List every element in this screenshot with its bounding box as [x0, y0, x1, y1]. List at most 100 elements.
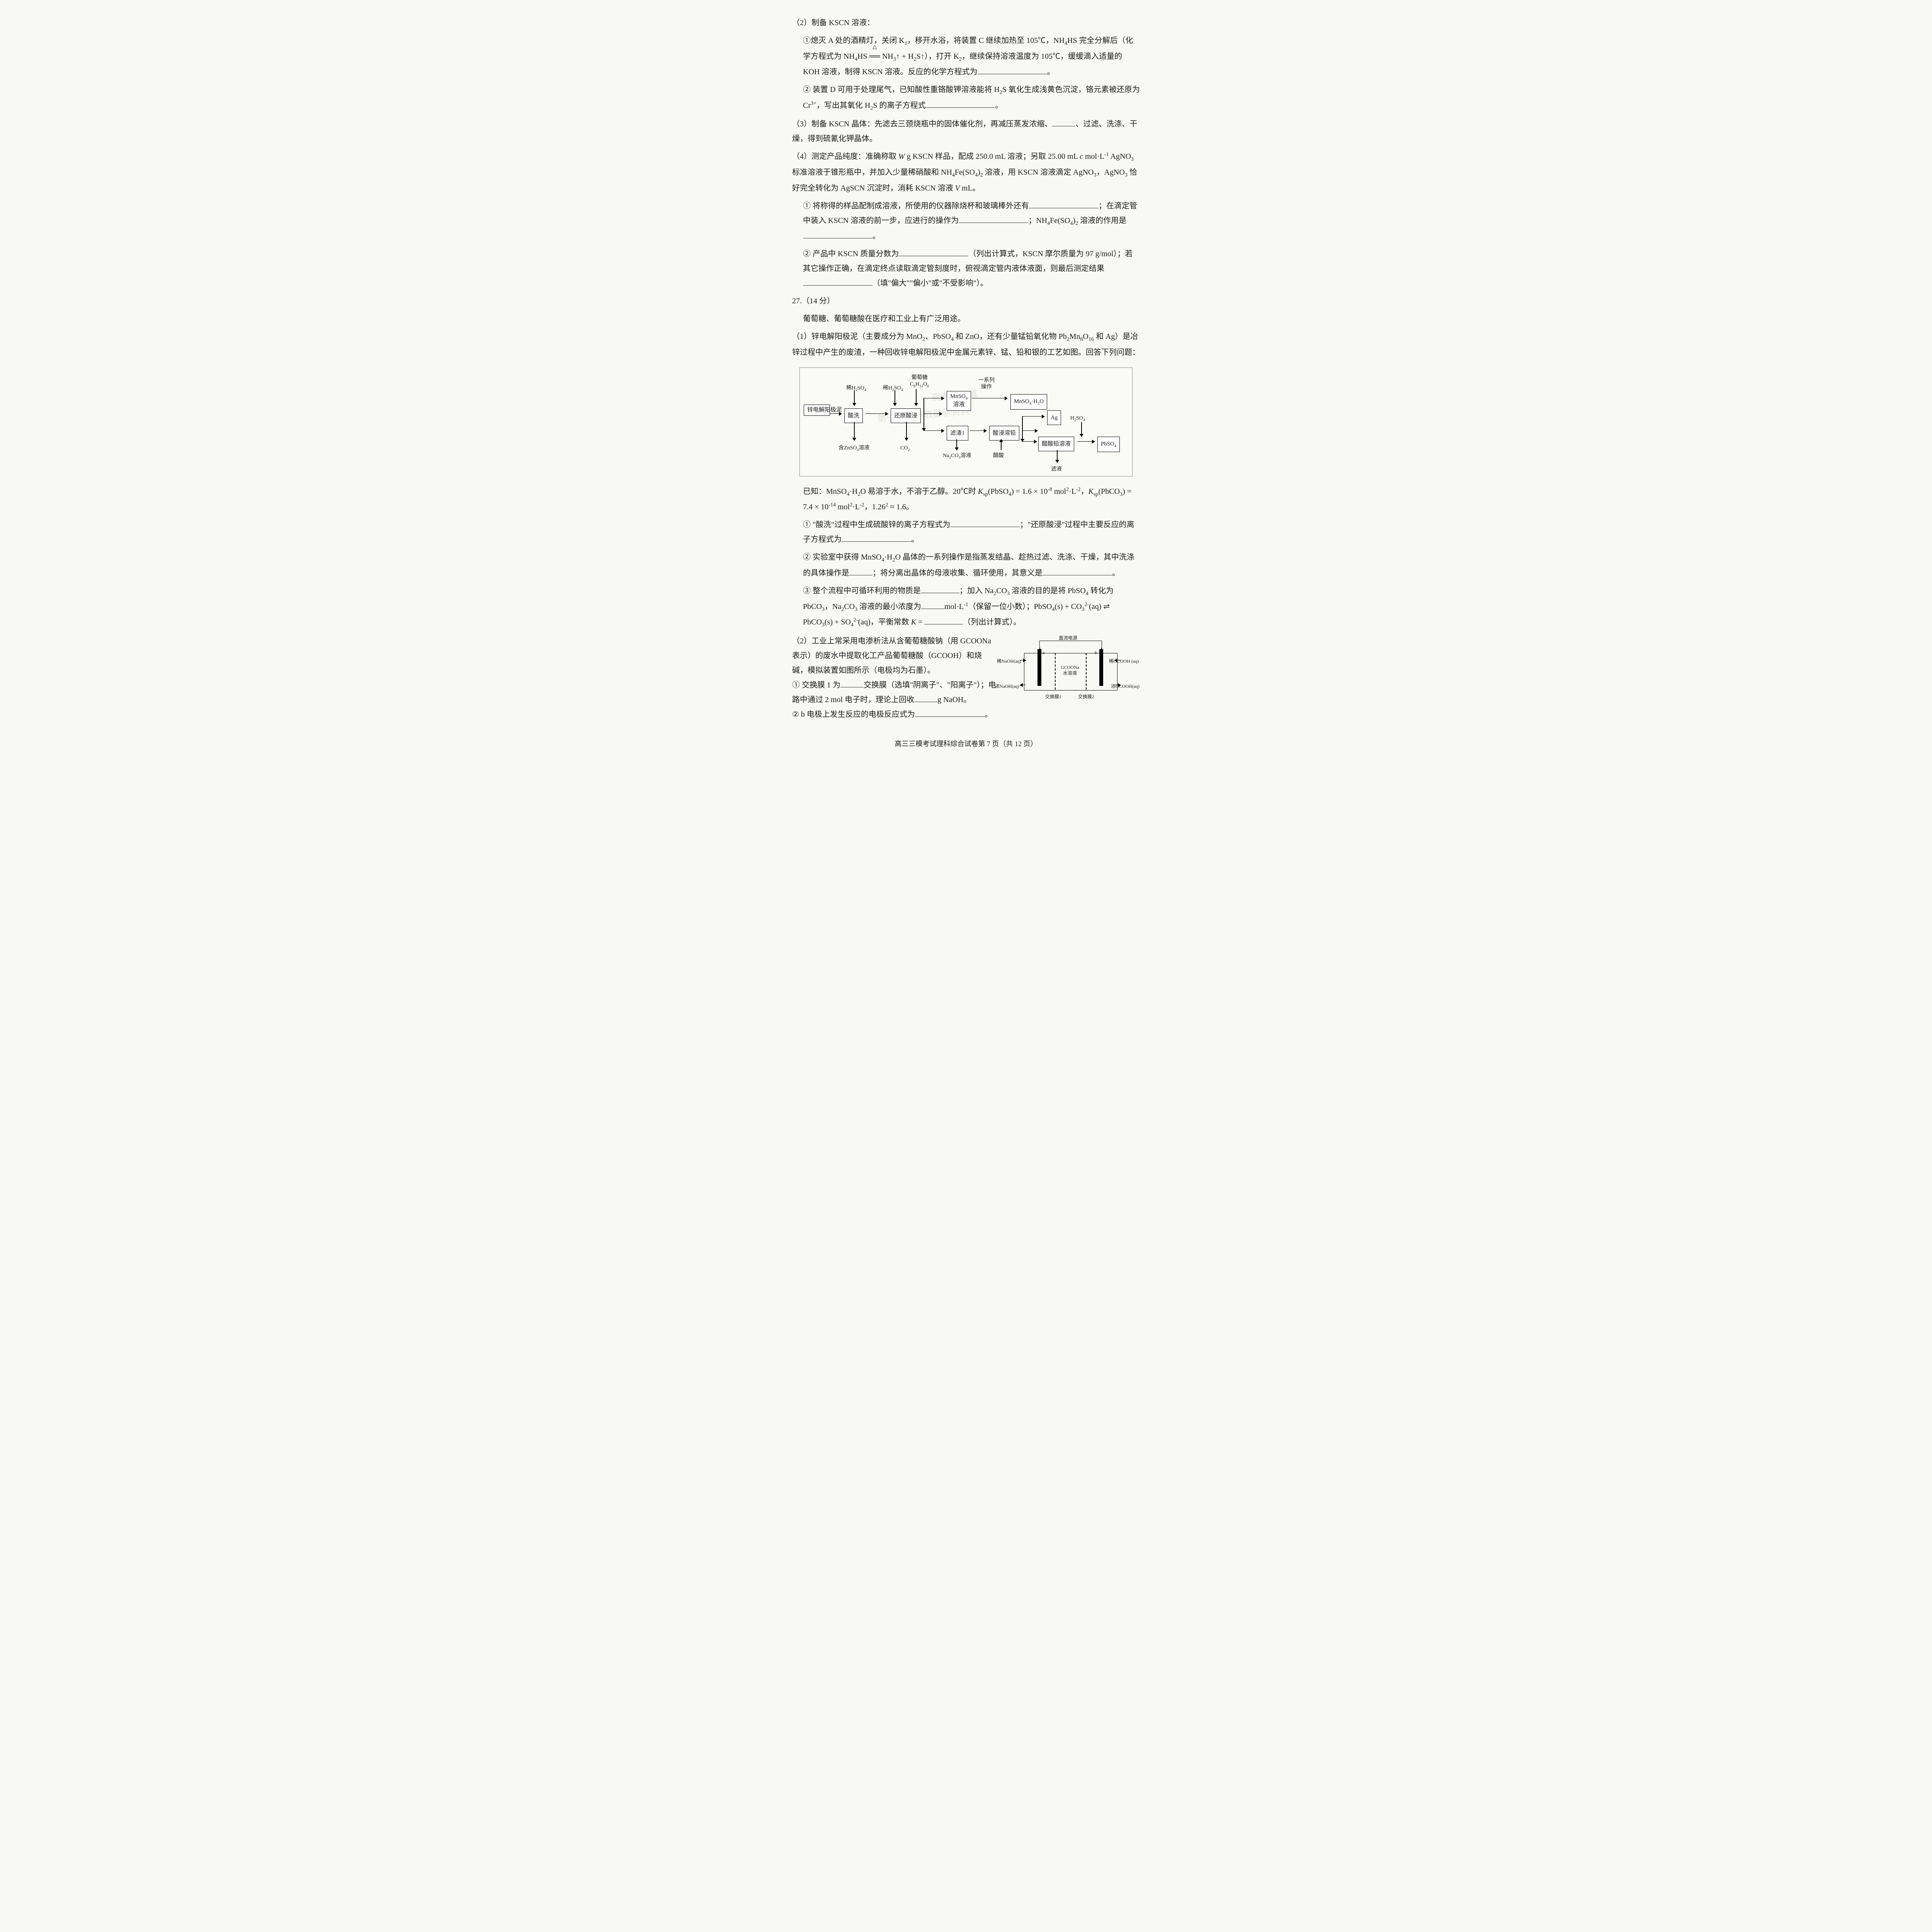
blank-26-2-1[interactable] — [978, 66, 1047, 74]
blank-27-1-2a[interactable] — [849, 567, 872, 575]
blank-26-3[interactable] — [1052, 118, 1075, 126]
q27-intro: 葡萄糖、葡萄糖酸在医疗和工业上有广泛用途。 — [792, 311, 1140, 326]
arrow-5 — [923, 430, 944, 431]
label-putaotang: 葡萄糖C6H12O6 — [910, 375, 929, 388]
arrow-7b — [1022, 416, 1044, 417]
q26-4-1c: ；NH4Fe(SO4)2 溶液的作用是 — [1028, 216, 1126, 225]
q27-1-3: ③ 整个流程中可循环利用的物质是；加入 Na2CO3 溶液的目的是将 PbSO4… — [792, 583, 1140, 631]
box-mnso4h2o: MnSO4·H2O — [1010, 394, 1047, 410]
blank-26-4-2b[interactable] — [803, 277, 872, 286]
q27-1-2: ② 实验室中获得 MnSO4·H2O 晶体的一系列操作是指蒸发结晶、趁热过滤、洗… — [792, 550, 1140, 580]
electrode-a — [1037, 649, 1041, 686]
arrow-3b — [923, 398, 944, 399]
label-a: a — [1043, 648, 1044, 657]
label-xi-gcooh: 稀GCOOH (aq) — [1109, 657, 1139, 666]
label-xi-naoh: 稀NaOH(aq) — [997, 657, 1021, 666]
varrow-4 — [854, 422, 855, 440]
q26-2-1: ①熄灭 A 处的酒精灯，关闭 K1，移开水浴，将装置 C 继续加热至 105℃，… — [792, 33, 1140, 79]
blank-27-1-1b[interactable] — [842, 534, 911, 542]
varrow-3 — [916, 389, 917, 406]
label-h2so4-3: H2SO4 — [1070, 413, 1085, 424]
label-co2: CO2 — [900, 443, 910, 454]
varrow-7 — [1001, 439, 1002, 450]
q27-1-3d: （列出计算式）。 — [963, 618, 1021, 626]
q26-2-1-text: ①熄灭 A 处的酒精灯，关闭 K1，移开水浴，将装置 C 继续加热至 105℃，… — [803, 36, 1133, 76]
blank-26-4-1c[interactable] — [803, 230, 872, 238]
box-start: 锌电解阳极泥 — [804, 405, 830, 416]
blank-26-4-2a[interactable] — [899, 248, 968, 256]
wire-a — [1039, 648, 1040, 653]
arrow-8 — [1077, 441, 1095, 442]
q27-2-1c: g NaOH。 — [937, 696, 971, 704]
q27-2-intro-text: （2）工业上常采用电渗析法从含葡萄糖酸钠（用 GCOONa 表示）的废水中提取化… — [792, 637, 991, 675]
varrow-1 — [854, 390, 855, 406]
blank-26-2-2[interactable] — [925, 100, 995, 108]
earrow-3 — [1115, 660, 1121, 661]
box-pbso4: PbSO4 — [1097, 437, 1120, 452]
blank-26-4-1b[interactable] — [959, 215, 1028, 223]
flow-diagram: 高考早知道 第一时间获取最新资料 锌电解阳极泥 酸洗 还原酸浸 MnSO4溶液 … — [799, 367, 1133, 476]
label-lvye: 滤液 — [1051, 464, 1062, 475]
q27-known: 已知：MnSO4·H2O 易溶于水，不溶于乙醇。20℃时 Ksp(PbSO4) … — [792, 484, 1140, 515]
blank-27-2-2[interactable] — [915, 709, 985, 717]
q27-1-3a: ③ 整个流程中可循环利用的物质是 — [803, 587, 921, 595]
q26-4-1a: ① 将称得的样品配制成溶液，所使用的仪器除烧杯和玻璃棒外还有 — [803, 202, 1029, 210]
vline-split2 — [1022, 416, 1023, 442]
label-na2co3: Na2CO3溶液 — [943, 451, 971, 461]
electro-diagram: 直流电源 a b 稀NaOH(aq) 浓NaOH(aq) GCOONa水溶液 稀… — [1001, 634, 1140, 711]
membrane-1 — [1055, 653, 1056, 690]
footer: 高三三模考试理科综合试卷第 7 页（共 12 页） — [792, 737, 1140, 750]
q26-4-2: ② 产品中 KSCN 质量分数为（列出计算式，KSCN 摩尔质量为 97 g/m… — [792, 247, 1140, 291]
q27-1-1: ① "酸洗"过程中生成硫酸锌的离子方程式为；"还原酸浸"过程中主要反应的离子方程… — [792, 517, 1140, 547]
wire-b — [1101, 648, 1102, 653]
blank-27-2-1a[interactable] — [840, 679, 864, 687]
blank-27-1-2b[interactable] — [1043, 567, 1112, 575]
arrow-2 — [866, 413, 888, 414]
q26-4-2c: （填"偏大""偏小"或"不受影响"）。 — [872, 279, 988, 287]
box-ag: Ag — [1047, 410, 1061, 425]
q26-3: （3）制备 KSCN 晶体：先滤去三颈烧瓶中的固体催化剂，再减压蒸发浓缩、、过滤… — [792, 117, 1140, 146]
blank-27-1-3c[interactable] — [924, 616, 963, 624]
varrow-9 — [1057, 450, 1058, 463]
label-yixilie: 一系列操作 — [978, 378, 995, 391]
blank-27-2-1b[interactable] — [914, 694, 937, 702]
q27-title: 27.（14 分） — [792, 294, 1140, 308]
q27-1-2b: ；将分离出晶体的母液收集、循环使用，其意义是 — [872, 569, 1043, 577]
power-box — [1039, 641, 1102, 648]
q27-1-1a: ① "酸洗"过程中生成硫酸锌的离子方程式为 — [803, 520, 950, 529]
label-center: GCOONa水溶液 — [1061, 665, 1079, 677]
label-b: b — [1095, 648, 1097, 657]
box-suanxi: 酸洗 — [844, 408, 863, 423]
box-huanyuan: 还原酸浸 — [891, 408, 921, 423]
arrow-1 — [830, 413, 842, 414]
q26-2-2: ② 装置 D 可用于处理尾气，已知酸性重铬酸钾溶液能将 H2S 氧化生成浅黄色沉… — [792, 82, 1140, 114]
arrow-3 — [923, 413, 942, 414]
q27-2-1a: ① 交换膜 1 为 — [792, 681, 840, 689]
label-xih2so4-1: 稀H2SO4 — [846, 383, 866, 394]
arrow-7 — [1022, 430, 1037, 431]
varrow-8 — [1081, 422, 1082, 437]
varrow-6 — [956, 439, 957, 450]
label-nong-gcooh: 浓GCOOH(aq) — [1111, 682, 1139, 691]
label-nong-naoh: 浓NaOH(aq) — [995, 682, 1019, 691]
label-cusuan: 醋酸 — [993, 451, 1004, 461]
label-mem1: 交换膜1 — [1045, 692, 1061, 701]
box-suanjin: 酸浸溶铅 — [989, 426, 1019, 441]
membrane-2 — [1086, 653, 1087, 690]
label-xih2so4-2: 稀H2SO4 — [883, 383, 903, 394]
blank-26-4-1a[interactable] — [1029, 200, 1099, 208]
q26-2-title: （2）制备 KSCN 溶液： — [792, 15, 1140, 30]
electrode-b — [1099, 649, 1103, 686]
vline-split — [923, 398, 924, 431]
q27-2-2: ② b 电极上发生反应的电极反应式为 — [792, 710, 915, 719]
q26-4-1: ① 将称得的样品配制成溶液，所使用的仪器除烧杯和玻璃棒外还有；在滴定管中装入 K… — [792, 199, 1140, 244]
q27-2: 直流电源 a b 稀NaOH(aq) 浓NaOH(aq) GCOONa水溶液 稀… — [792, 634, 1140, 722]
blank-27-1-3b[interactable] — [921, 601, 944, 609]
earrow-1 — [1020, 660, 1026, 661]
arrow-4 — [972, 398, 1007, 399]
q26-4-2a: ② 产品中 KSCN 质量分数为 — [803, 250, 899, 258]
label-mem2: 交换膜2 — [1078, 692, 1094, 701]
box-lvzha1: 滤渣1 — [947, 426, 968, 441]
blank-27-1-3a[interactable] — [921, 585, 959, 593]
blank-27-1-1a[interactable] — [950, 519, 1020, 527]
